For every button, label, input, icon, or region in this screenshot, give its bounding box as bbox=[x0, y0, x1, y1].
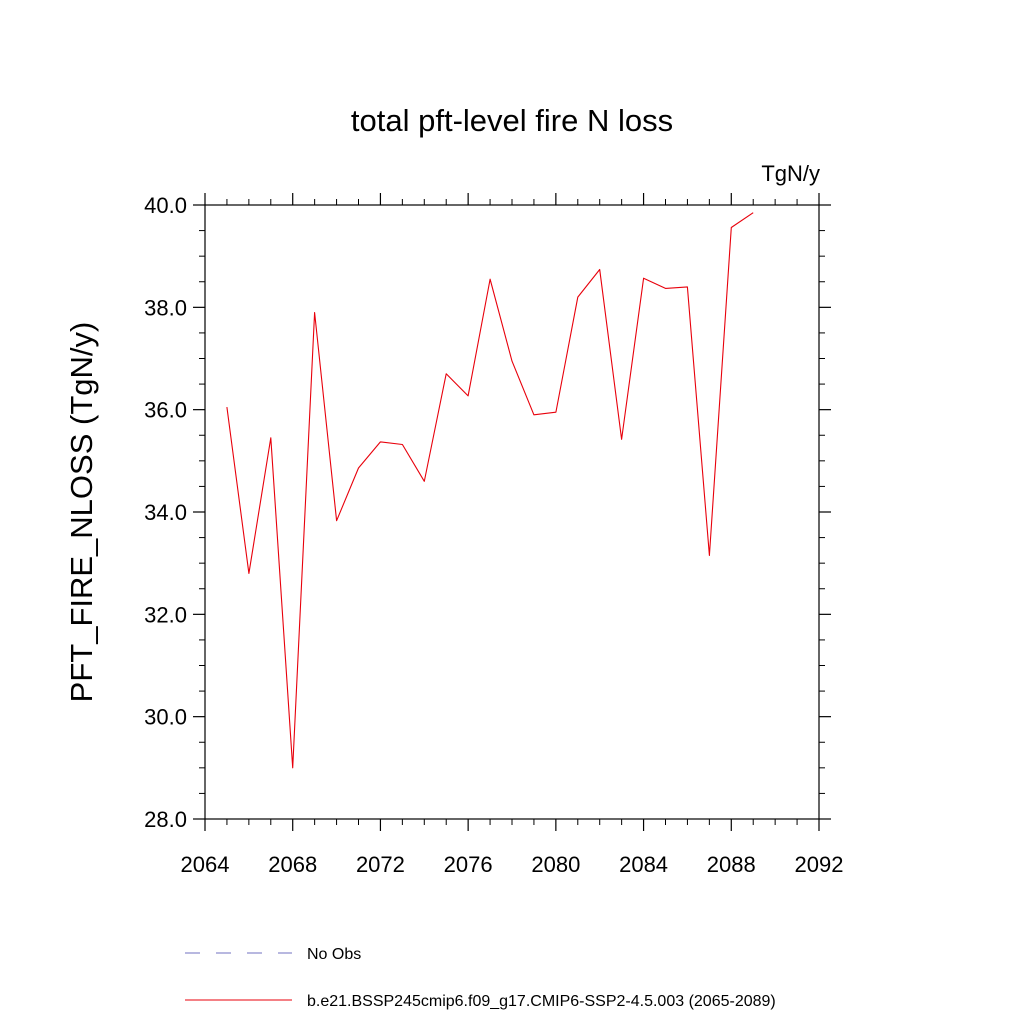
x-tick-label: 2076 bbox=[444, 852, 493, 877]
legend-label: b.e21.BSSP245cmip6.f09_g17.CMIP6-SSP2-4.… bbox=[307, 993, 776, 1010]
y-tick-label: 34.0 bbox=[144, 500, 187, 525]
series-line bbox=[226, 212, 754, 769]
x-tick-label: 2064 bbox=[181, 852, 230, 877]
x-tick-label: 2092 bbox=[795, 852, 844, 877]
y-tick-label: 30.0 bbox=[144, 705, 187, 730]
chart-title: total pft-level fire N loss bbox=[351, 103, 673, 138]
y-tick-label: 32.0 bbox=[144, 602, 187, 627]
plot-frame bbox=[204, 204, 820, 820]
x-tick-label: 2080 bbox=[531, 852, 580, 877]
y-tick-label: 28.0 bbox=[144, 807, 187, 832]
x-tick-label: 2068 bbox=[268, 852, 317, 877]
y-tick-label: 38.0 bbox=[144, 295, 187, 320]
legend-label: No Obs bbox=[307, 946, 361, 963]
y-axis-label: PFT_FIRE_NLOSS (TgN/y) bbox=[64, 322, 99, 703]
units-label: TgN/y bbox=[761, 161, 820, 186]
x-tick-label: 2088 bbox=[707, 852, 756, 877]
y-tick-label: 36.0 bbox=[144, 398, 187, 423]
x-tick-label: 2072 bbox=[356, 852, 405, 877]
x-tick-label: 2084 bbox=[619, 852, 668, 877]
y-tick-label: 40.0 bbox=[144, 193, 187, 218]
